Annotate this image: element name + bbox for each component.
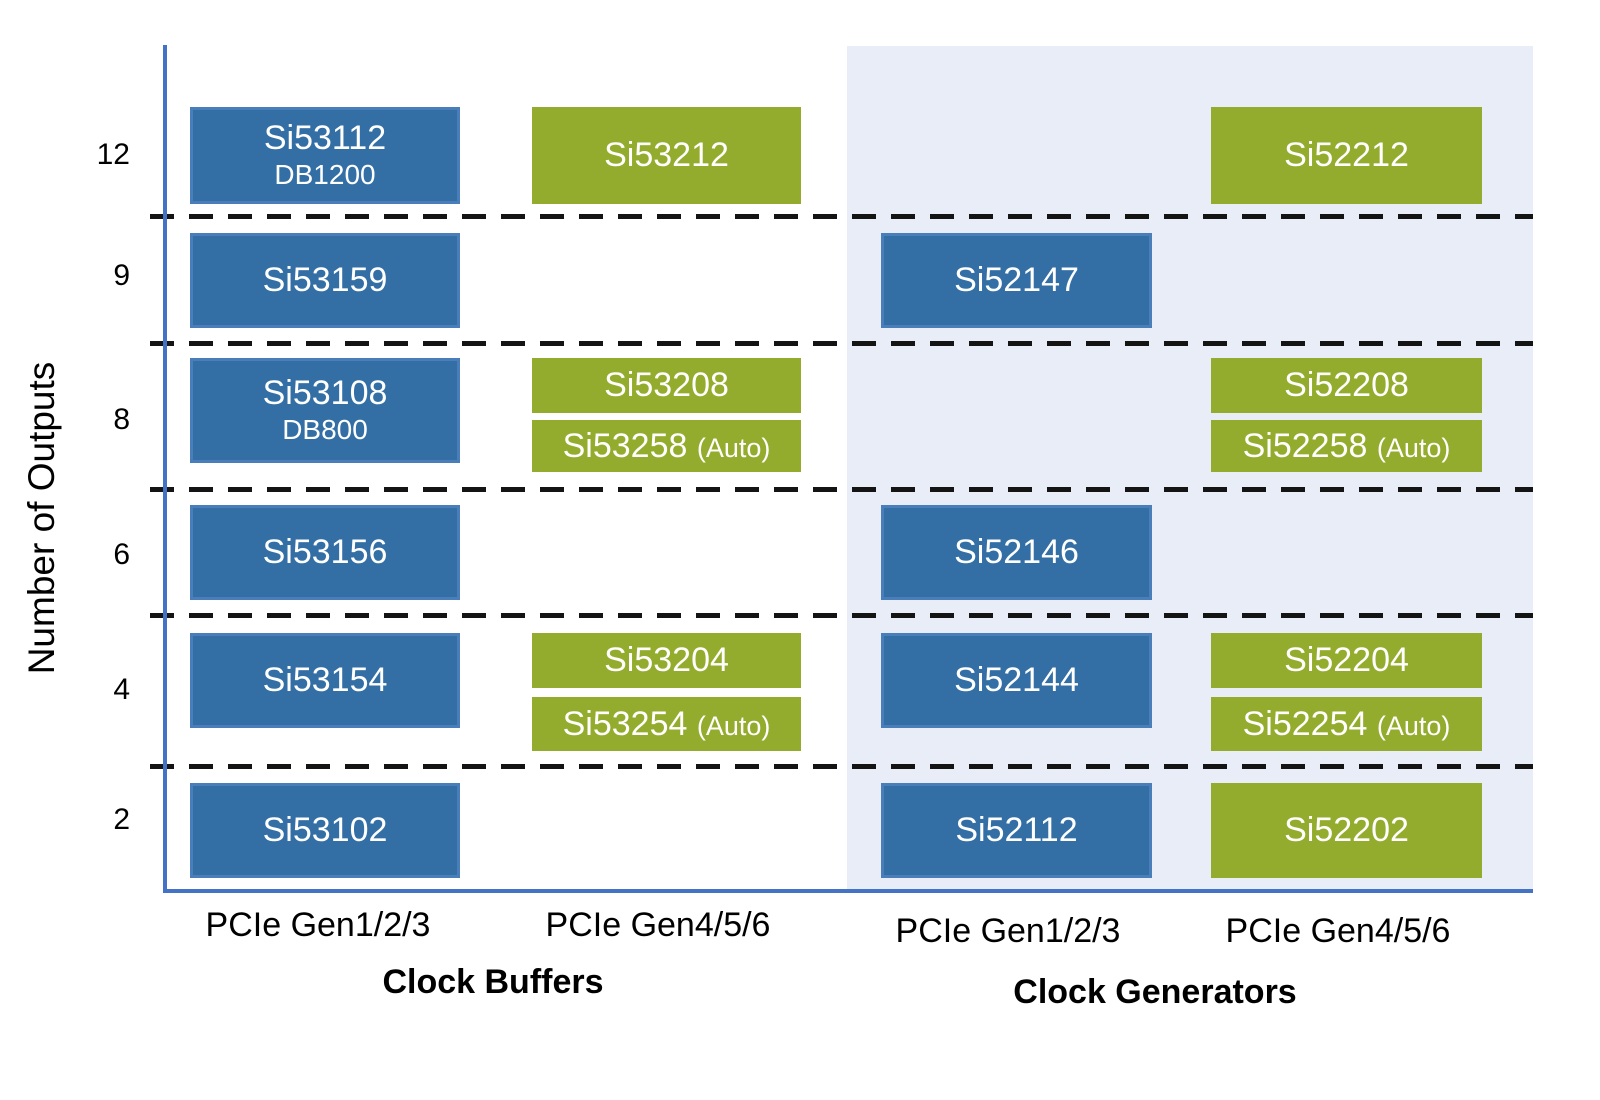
row-separator — [150, 764, 1533, 769]
product-suffix: (Auto) — [1376, 710, 1451, 741]
product-part-number: Si52254 — [1242, 704, 1368, 743]
product-suffix: (Auto) — [696, 710, 771, 741]
product-part-number: Si53108 — [262, 373, 388, 412]
product-part-number: Si52204 — [1284, 641, 1409, 680]
x-category-label: PCIe Gen1/2/3 — [205, 906, 431, 944]
product-part-number: Si52112 — [955, 811, 1078, 850]
product-box-si53204: Si53204 — [532, 633, 801, 688]
x-group-label: Clock Generators — [1013, 973, 1297, 1011]
product-box-si53102: Si53102 — [190, 783, 460, 878]
product-box-si52258: Si52258 (Auto) — [1211, 420, 1482, 472]
product-part-number: Si53254 — [562, 704, 688, 743]
product-part-number: Si53208 — [604, 366, 729, 405]
product-box-si52144: Si52144 — [881, 633, 1152, 728]
product-box-si53258: Si53258 (Auto) — [532, 420, 801, 472]
row-separator — [150, 341, 1533, 346]
x-category-label: PCIe Gen4/5/6 — [1225, 912, 1451, 950]
product-suffix: (Auto) — [1376, 432, 1451, 463]
product-suffix: (Auto) — [696, 432, 771, 463]
product-part-number: Si53102 — [262, 811, 388, 850]
product-box-si53108: Si53108 DB800 — [190, 358, 460, 463]
x-axis-line — [163, 889, 1533, 893]
product-label-line: Si52202 — [1284, 811, 1409, 849]
product-box-si53112: Si53112 DB1200 — [190, 107, 460, 204]
product-box-si52204: Si52204 — [1211, 633, 1482, 688]
product-label-line: Si52208 — [1284, 366, 1409, 404]
product-part-number: Si52146 — [954, 533, 1079, 572]
product-label-line: Si53212 — [604, 136, 729, 174]
product-label-line: Si53258 (Auto) — [563, 427, 771, 465]
product-label-line: Si53102 — [263, 811, 388, 849]
product-note: DB800 — [282, 414, 368, 446]
product-part-number: Si52147 — [954, 261, 1079, 300]
product-label-line: Si52204 — [1284, 641, 1409, 679]
product-part-number: Si53159 — [262, 261, 388, 300]
product-box-si53212: Si53212 — [532, 107, 801, 204]
y-axis-line — [163, 45, 167, 893]
product-part-number: Si53204 — [604, 641, 729, 680]
product-label-line: Si52147 — [954, 261, 1079, 299]
x-category-label: PCIe Gen4/5/6 — [545, 906, 771, 944]
product-part-number: Si53156 — [262, 533, 388, 572]
product-part-number: Si53258 — [562, 426, 688, 465]
product-label-line: Si52212 — [1284, 136, 1409, 174]
y-tick-label: 2 — [113, 803, 130, 836]
product-label-line: Si53204 — [604, 641, 729, 679]
product-label-line: Si53154 — [263, 661, 388, 699]
product-part-number: Si53112 — [263, 118, 387, 157]
y-tick-label: 12 — [96, 138, 130, 171]
product-label-line: Si53159 — [263, 261, 388, 299]
product-box-si53208: Si53208 — [532, 358, 801, 413]
product-box-si53254: Si53254 (Auto) — [532, 697, 801, 751]
product-box-si53159: Si53159 — [190, 233, 460, 328]
product-label-line: Si53254 (Auto) — [563, 705, 771, 743]
product-note: DB1200 — [274, 159, 376, 191]
row-separator — [150, 613, 1533, 618]
product-box-si52112: Si52112 — [881, 783, 1152, 878]
product-label-line: Si52112 — [955, 811, 1077, 849]
product-label-line: Si53108 — [263, 374, 388, 412]
product-box-si52146: Si52146 — [881, 505, 1152, 600]
product-label-line: Si53112 — [264, 119, 386, 157]
product-box-si52212: Si52212 — [1211, 107, 1482, 204]
product-box-si52202: Si52202 — [1211, 783, 1482, 878]
row-separator — [150, 487, 1533, 492]
y-tick-label: 9 — [113, 259, 130, 292]
y-tick-label: 8 — [113, 403, 130, 436]
product-label-line: Si52254 (Auto) — [1243, 705, 1451, 743]
product-part-number: Si52212 — [1284, 136, 1409, 175]
product-label-line: Si52146 — [954, 533, 1079, 571]
product-label-line: Si53208 — [604, 366, 729, 404]
x-category-label: PCIe Gen1/2/3 — [895, 912, 1121, 950]
product-label-line: Si52258 (Auto) — [1243, 427, 1451, 465]
y-tick-label: 6 — [113, 538, 130, 571]
product-box-si52254: Si52254 (Auto) — [1211, 697, 1482, 751]
row-separator — [150, 214, 1533, 219]
product-box-si52147: Si52147 — [881, 233, 1152, 328]
product-label-line: Si52144 — [954, 661, 1079, 699]
y-tick-label: 4 — [113, 673, 130, 706]
product-part-number: Si53154 — [262, 661, 388, 700]
product-box-si52208: Si52208 — [1211, 358, 1482, 413]
product-box-si53154: Si53154 — [190, 633, 460, 728]
product-label-line: Si53156 — [263, 533, 388, 571]
x-group-label: Clock Buffers — [382, 963, 604, 1001]
product-part-number: Si52208 — [1284, 366, 1409, 405]
product-part-number: Si52258 — [1242, 426, 1368, 465]
product-box-si53156: Si53156 — [190, 505, 460, 600]
product-part-number: Si53212 — [604, 136, 729, 175]
product-part-number: Si52202 — [1284, 811, 1409, 850]
product-part-number: Si52144 — [954, 661, 1079, 700]
